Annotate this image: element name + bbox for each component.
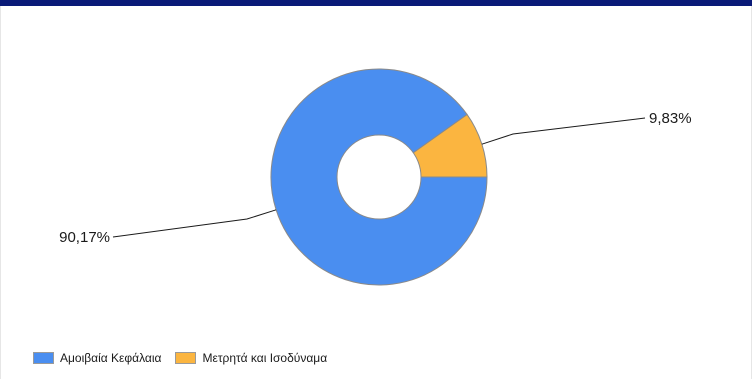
chart-legend: Αμοιβαία Κεφάλαια Μετρητά και Ισοδύναμα (33, 351, 327, 365)
leader-line-mutual-funds (112, 209, 277, 238)
legend-item-mutual-funds: Αμοιβαία Κεφάλαια (33, 351, 161, 365)
legend-item-cash: Μετρητά και Ισοδύναμα (175, 351, 327, 365)
legend-swatch-cash (175, 352, 197, 364)
panel-border-left (0, 6, 1, 379)
data-label-cash: 9,83% (649, 110, 692, 127)
leader-lines (112, 117, 646, 238)
donut-hole (336, 134, 422, 220)
legend-label-mutual-funds: Αμοιβαία Κεφάλαια (60, 351, 162, 365)
legend-swatch-mutual-funds (33, 352, 54, 364)
legend-label-cash: Μετρητά και Ισοδύναμα (202, 351, 328, 365)
leader-line-cash (481, 117, 646, 145)
data-label-mutual-funds: 90,17% (59, 229, 110, 246)
window-top-bar (0, 0, 752, 6)
